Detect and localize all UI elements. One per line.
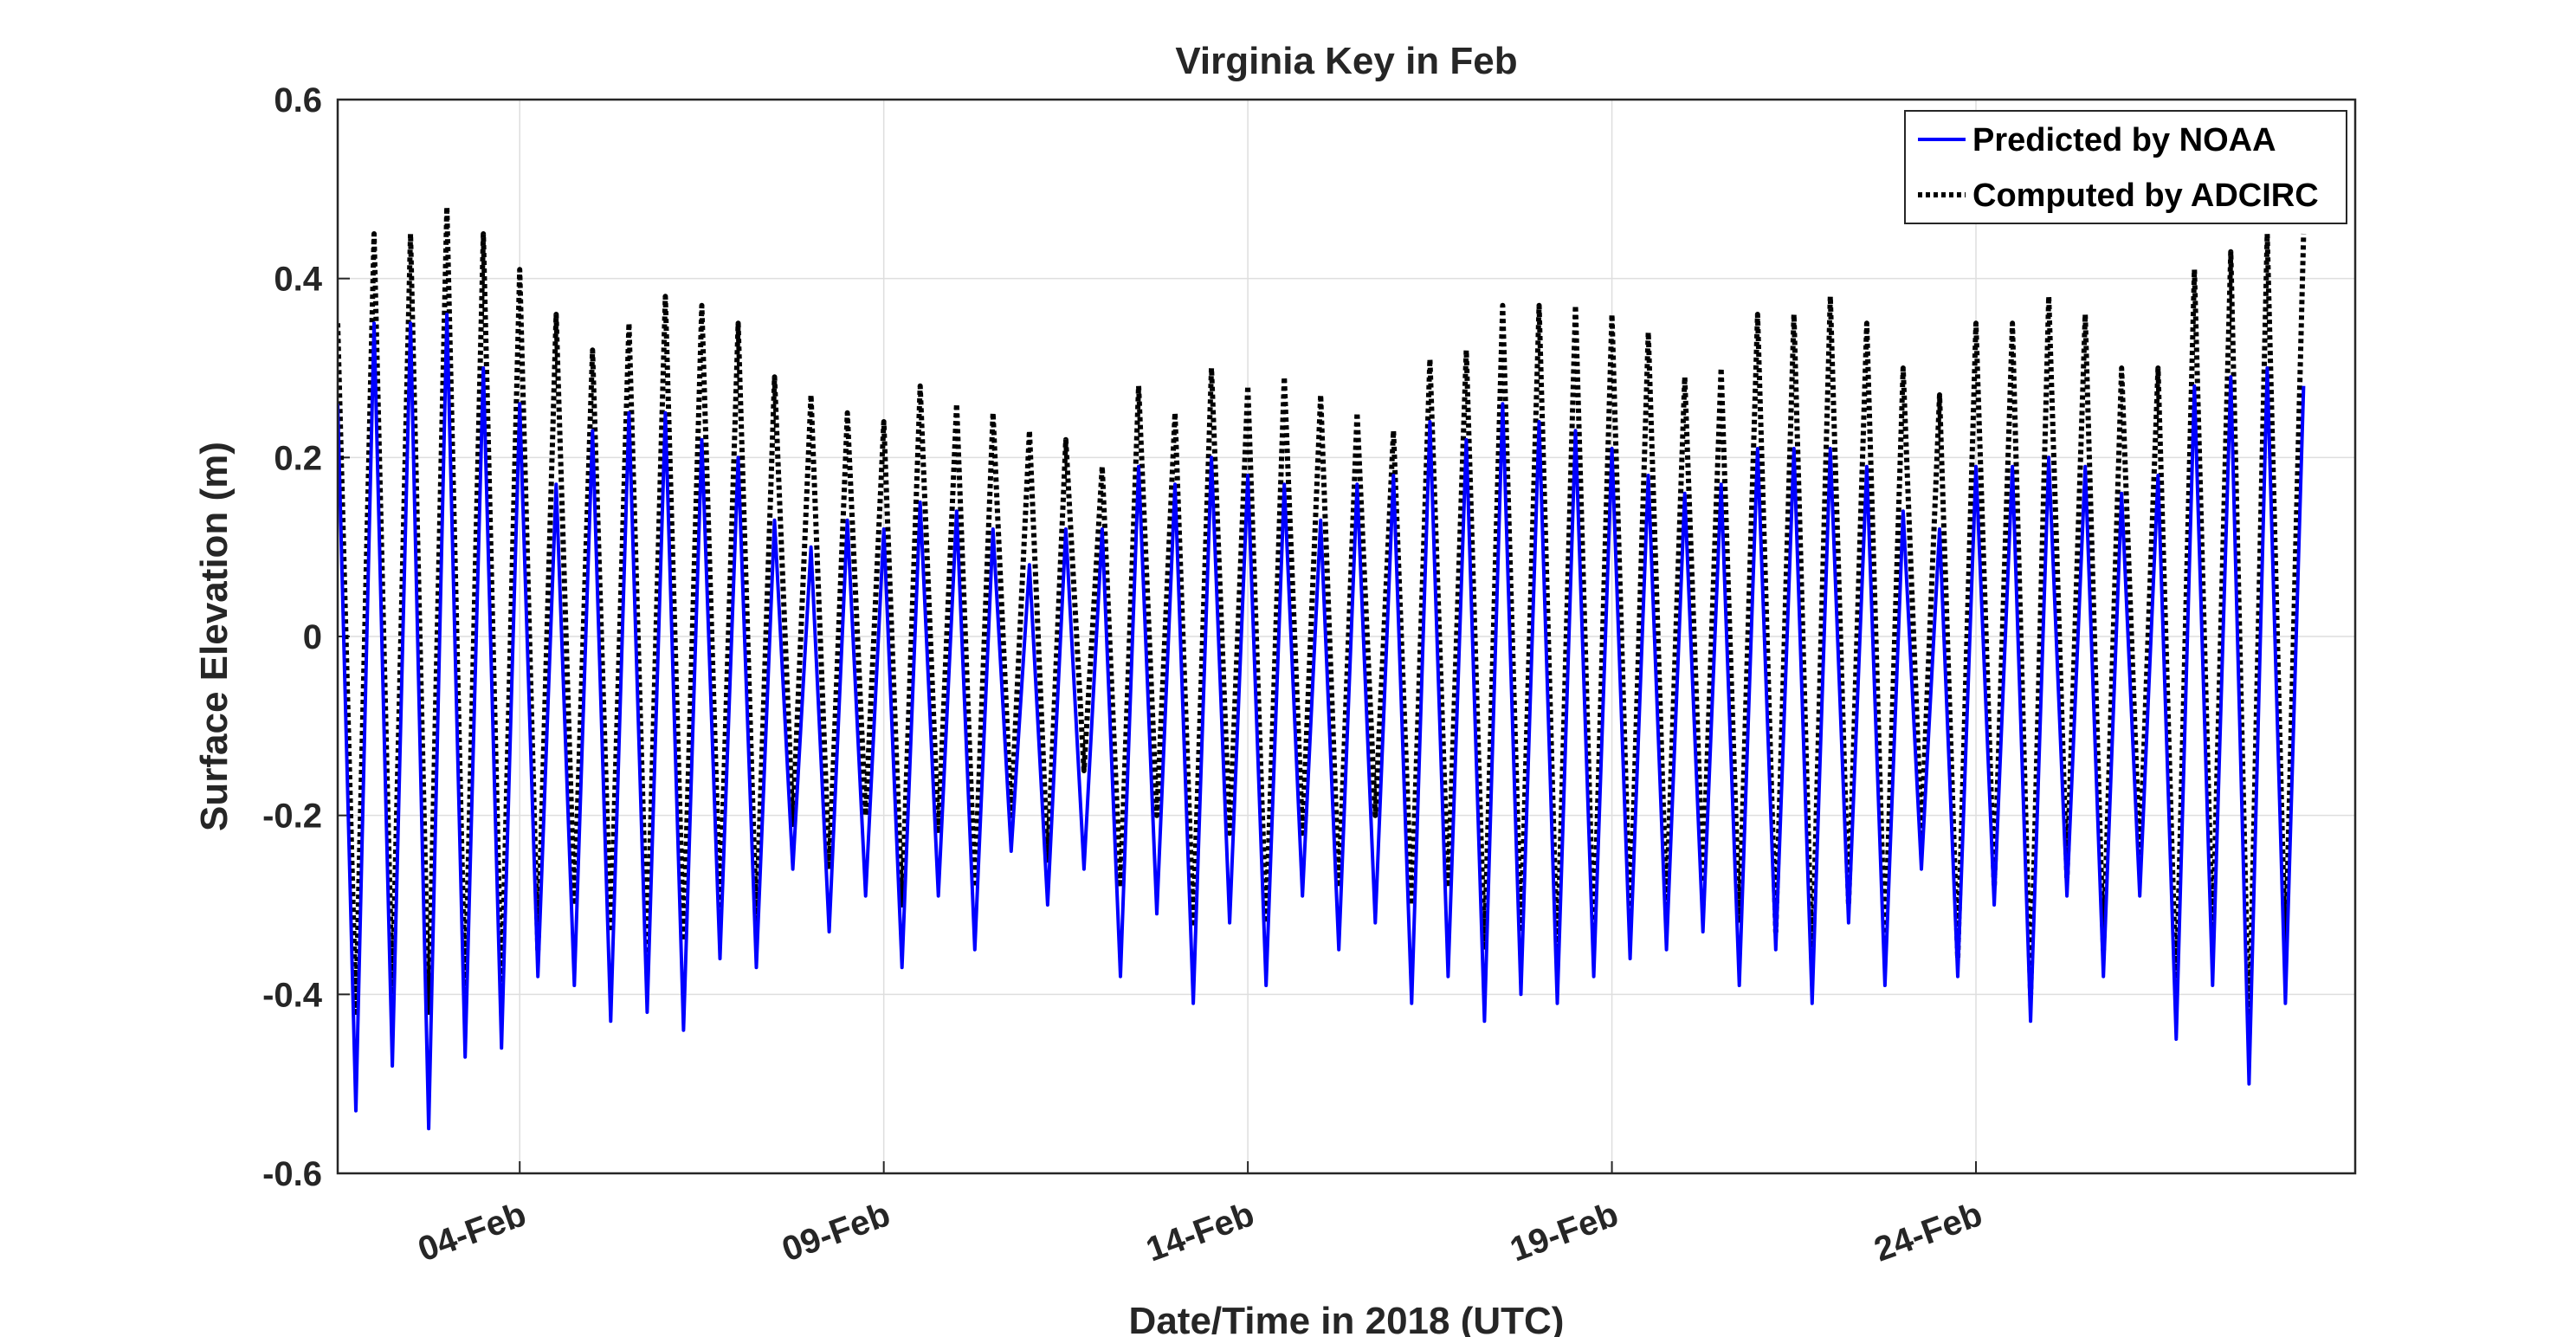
x-axis-label: Date/Time in 2018 (UTC): [1129, 1300, 1565, 1337]
y-tick-label: -0.6: [262, 1155, 322, 1193]
legend-label-adcirc: Computed by ADCIRC: [1972, 178, 2319, 214]
legend-box: [1904, 110, 2347, 224]
y-tick-label: 0.2: [274, 439, 322, 477]
legend: Predicted by NOAA Computed by ADCIRC: [1904, 110, 2347, 224]
y-tick-label: 0: [303, 618, 322, 656]
legend-label-noaa: Predicted by NOAA: [1972, 122, 2276, 158]
series-lines: [338, 204, 2307, 1131]
series-line-noaa: [338, 313, 2306, 1131]
series-line-adcirc: [338, 204, 2307, 1042]
y-tick-label: -0.4: [262, 976, 323, 1014]
y-tick-label: 0.4: [274, 261, 322, 299]
plot-frame: [336, 98, 2357, 1175]
y-axis-label: Surface Elevation (m): [193, 442, 236, 831]
chart-title: Virginia Key in Feb: [1175, 40, 1517, 82]
y-tick-label: -0.2: [262, 798, 322, 836]
y-tick-labels: -0.6 -0.4 -0.2 0 0.2 0.4 0.6: [262, 81, 323, 1193]
y-tick-label: 0.6: [274, 81, 322, 119]
